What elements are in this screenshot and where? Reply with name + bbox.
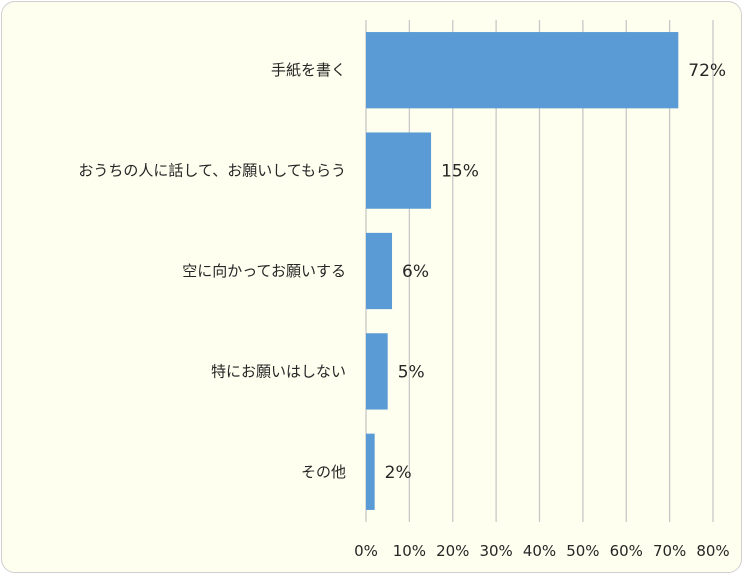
bars (366, 32, 679, 510)
x-tick-labels: 0% 10% 20% 30% 40% 50% 60% 70% 80% (354, 542, 730, 560)
x-tick-label: 80% (696, 542, 729, 560)
value-label: 5% (398, 362, 425, 382)
category-label: 手紙を書く (271, 61, 346, 79)
value-label: 6% (402, 262, 429, 282)
bar (366, 32, 679, 109)
category-label: その他 (301, 463, 346, 481)
bar (366, 232, 393, 310)
x-tick-label: 10% (393, 542, 426, 560)
category-label: おうちの人に話して、お願いしてもらう (78, 162, 346, 180)
x-tick-label: 70% (653, 542, 686, 560)
value-label: 2% (385, 463, 412, 483)
bar (366, 132, 432, 209)
x-tick-label: 60% (610, 542, 643, 560)
category-label: 特にお願いはしない (211, 362, 346, 380)
x-tick-label: 30% (479, 542, 512, 560)
x-tick-label: 50% (566, 542, 599, 560)
x-tick-label: 0% (354, 542, 378, 560)
category-labels: 手紙を書くおうちの人に話して、お願いしてもらう空に向かってお願いする特にお願いは… (78, 61, 346, 481)
value-label: 15% (441, 162, 479, 182)
value-label: 72% (688, 61, 726, 81)
category-label: 空に向かってお願いする (182, 262, 346, 280)
value-labels: 72% 15% 6% 5% 2% (385, 61, 726, 483)
bar (366, 433, 375, 510)
bar (366, 333, 388, 410)
x-tick-label: 20% (436, 542, 469, 560)
x-tick-label: 40% (523, 542, 556, 560)
